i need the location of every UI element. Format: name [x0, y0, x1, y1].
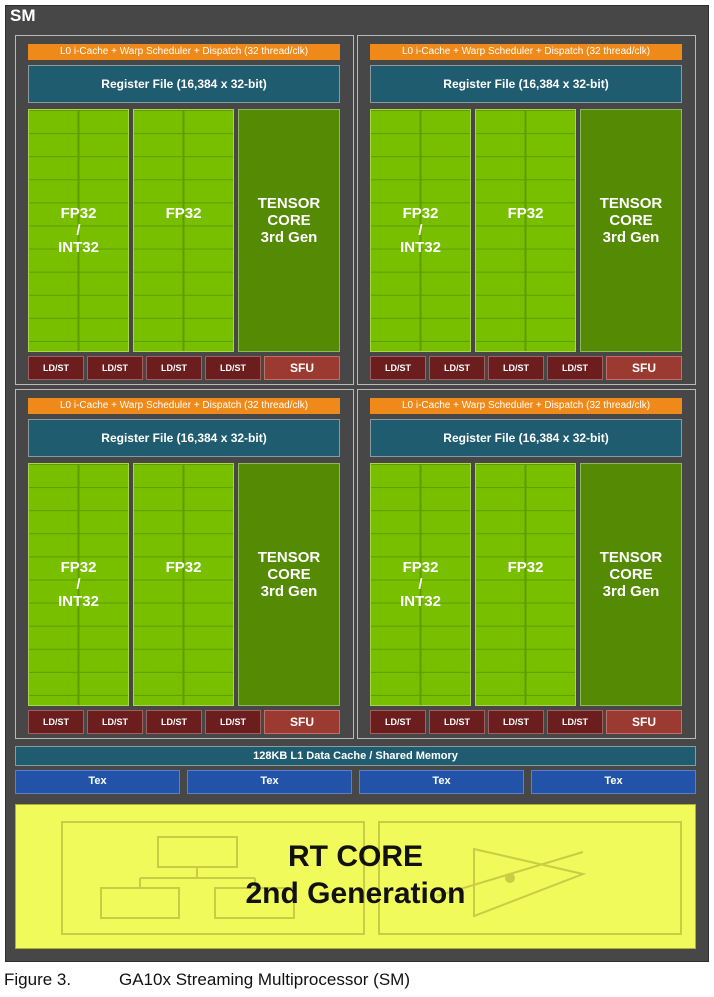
- ldst-unit: LD/ST: [146, 356, 202, 380]
- core-label-line: INT32: [58, 239, 99, 256]
- ldst-unit: LD/ST: [28, 356, 84, 380]
- ldst-unit: LD/ST: [146, 710, 202, 734]
- ldst-unit: LD/ST: [370, 356, 426, 380]
- rt-core-diagram: [61, 821, 682, 935]
- sfu-unit: SFU: [606, 356, 682, 380]
- core-label-line: /: [76, 222, 81, 239]
- core-label-line: /: [418, 576, 423, 593]
- warp-scheduler-3: L0 i-Cache + Warp Scheduler + Dispatch (…: [28, 398, 340, 414]
- fp32-int32-core-4: FP32/INT32: [370, 463, 471, 706]
- triangle-intersection-box: [378, 821, 682, 935]
- core-label-line: FP32: [507, 559, 544, 576]
- ldst-unit: LD/ST: [87, 356, 143, 380]
- tex-unit: Tex: [359, 770, 524, 794]
- tex-unit: Tex: [187, 770, 352, 794]
- tensor-label-line: 3rd Gen: [260, 583, 318, 600]
- rt-core-title: RT CORE: [288, 840, 423, 873]
- ldst-unit: LD/ST: [370, 710, 426, 734]
- ldst-unit: LD/ST: [205, 710, 261, 734]
- rt-core-generation: 2nd Generation: [245, 877, 466, 910]
- ldst-unit: LD/ST: [87, 710, 143, 734]
- bvh-traversal-box: [61, 821, 365, 935]
- tensor-core-4: TENSOR CORE 3rd Gen: [580, 463, 682, 706]
- tensor-label-line: CORE: [609, 212, 653, 229]
- core-label-line: /: [76, 576, 81, 593]
- fp32-int32-core-3: FP32/INT32: [28, 463, 129, 706]
- tex-unit: Tex: [15, 770, 180, 794]
- register-file-4: Register File (16,384 x 32-bit): [370, 419, 682, 457]
- ldst-unit: LD/ST: [429, 356, 485, 380]
- tensor-core-1: TENSOR CORE 3rd Gen: [238, 109, 340, 352]
- sfu-unit: SFU: [264, 710, 340, 734]
- fp32-core-4: FP32: [475, 463, 576, 706]
- rt-core-block: [15, 804, 696, 949]
- fp32-int32-core-1: FP32/INT32: [28, 109, 129, 352]
- core-label-line: INT32: [400, 239, 441, 256]
- ldst-unit: LD/ST: [547, 710, 603, 734]
- tensor-label-line: TENSOR: [599, 549, 663, 566]
- rt-core-label: RT CORE 2nd Generation: [15, 838, 696, 912]
- warp-scheduler-2: L0 i-Cache + Warp Scheduler + Dispatch (…: [370, 44, 682, 60]
- tensor-label-line: TENSOR: [599, 195, 663, 212]
- ldst-unit: LD/ST: [488, 356, 544, 380]
- bvh-child-node: [214, 887, 295, 919]
- register-file-1: Register File (16,384 x 32-bit): [28, 65, 340, 103]
- triangle-shape: [473, 847, 587, 918]
- tensor-label-line: 3rd Gen: [602, 583, 660, 600]
- ldst-unit: LD/ST: [28, 710, 84, 734]
- register-file-2: Register File (16,384 x 32-bit): [370, 65, 682, 103]
- ldst-unit: LD/ST: [429, 710, 485, 734]
- bvh-child-node: [100, 887, 180, 919]
- ldst-unit: LD/ST: [547, 356, 603, 380]
- l1-data-cache: 128KB L1 Data Cache / Shared Memory: [15, 746, 696, 766]
- sm-title: SM: [10, 6, 36, 25]
- ldst-unit: LD/ST: [205, 356, 261, 380]
- fp32-int32-core-2: FP32/INT32: [370, 109, 471, 352]
- core-label-line: FP32: [60, 205, 97, 222]
- fp32-core-1: FP32: [133, 109, 234, 352]
- core-label-line: FP32: [402, 559, 439, 576]
- sfu-unit: SFU: [264, 356, 340, 380]
- tensor-label-line: 3rd Gen: [602, 229, 660, 246]
- ldst-unit: LD/ST: [488, 710, 544, 734]
- warp-scheduler-1: L0 i-Cache + Warp Scheduler + Dispatch (…: [28, 44, 340, 60]
- tensor-label-line: CORE: [267, 566, 311, 583]
- fp32-core-3: FP32: [133, 463, 234, 706]
- core-label-line: FP32: [507, 205, 544, 222]
- core-label-line: FP32: [165, 205, 202, 222]
- tensor-label-line: 3rd Gen: [260, 229, 318, 246]
- warp-scheduler-4: L0 i-Cache + Warp Scheduler + Dispatch (…: [370, 398, 682, 414]
- tensor-label-line: CORE: [609, 566, 653, 583]
- tensor-label-line: TENSOR: [257, 195, 321, 212]
- core-label-line: FP32: [402, 205, 439, 222]
- tensor-label-line: CORE: [267, 212, 311, 229]
- register-file-3: Register File (16,384 x 32-bit): [28, 419, 340, 457]
- core-label-line: INT32: [58, 593, 99, 610]
- tensor-core-3: TENSOR CORE 3rd Gen: [238, 463, 340, 706]
- tensor-core-2: TENSOR CORE 3rd Gen: [580, 109, 682, 352]
- figure-number: Figure 3.: [4, 970, 72, 989]
- fp32-core-2: FP32: [475, 109, 576, 352]
- tex-unit: Tex: [531, 770, 696, 794]
- figure-caption: GA10x Streaming Multiprocessor (SM): [119, 970, 410, 989]
- sfu-unit: SFU: [606, 710, 682, 734]
- core-label-line: FP32: [165, 559, 202, 576]
- ray-hit-point: [505, 873, 515, 883]
- core-label-line: /: [418, 222, 423, 239]
- core-label-line: INT32: [400, 593, 441, 610]
- core-label-line: FP32: [60, 559, 97, 576]
- tensor-label-line: TENSOR: [257, 549, 321, 566]
